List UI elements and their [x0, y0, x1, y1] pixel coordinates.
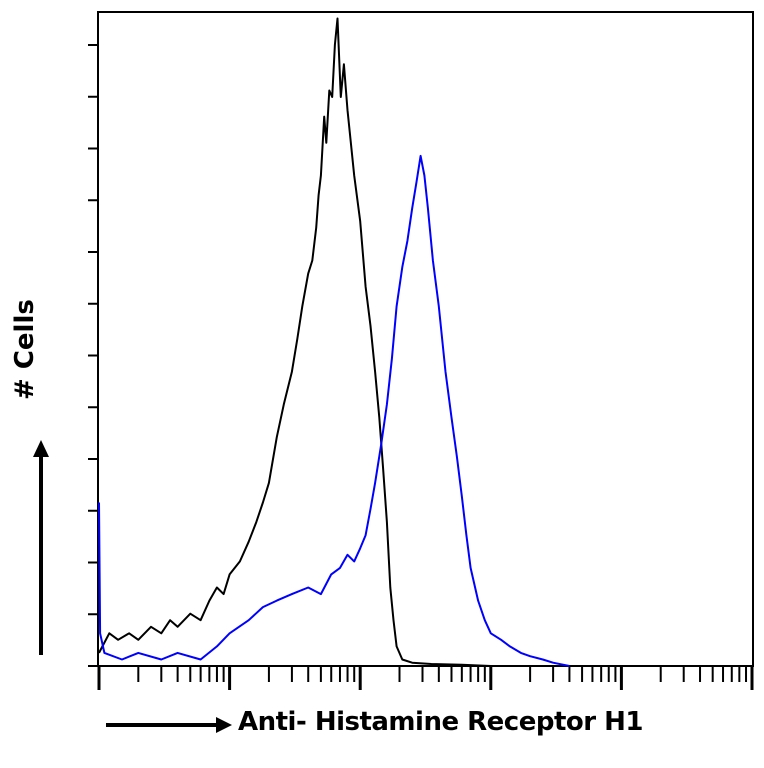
x-axis-label: Anti- Histamine Receptor H1 [238, 707, 643, 737]
series-layer [98, 17, 570, 667]
y-axis-label: # Cells [10, 299, 40, 400]
series-line-1 [98, 17, 491, 667]
series-line-2 [98, 154, 570, 667]
y-axis-ticks [88, 44, 98, 667]
x-axis-ticks [97, 667, 754, 690]
y-axis-arrow [33, 440, 49, 655]
x-axis-arrow [106, 717, 232, 733]
plot-frame [97, 11, 754, 667]
